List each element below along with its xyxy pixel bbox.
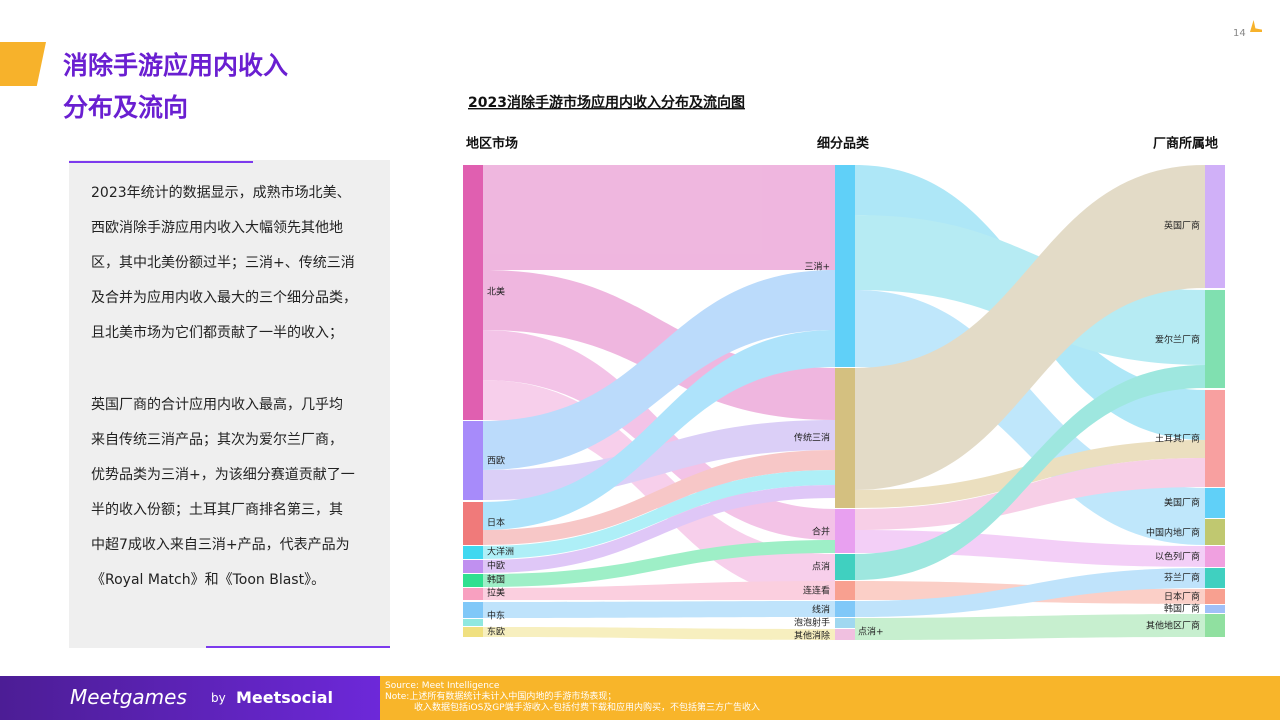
node-label: 传统三消 — [794, 432, 830, 444]
text-box — [69, 160, 390, 648]
node-label: 美国厂商 — [1164, 497, 1200, 509]
flows — [483, 165, 1205, 640]
node-label: 东欧 — [487, 626, 505, 638]
brand-by: by — [211, 691, 226, 705]
node-label: 土耳其厂商 — [1155, 433, 1200, 445]
node-label: 芬兰厂商 — [1164, 572, 1200, 584]
node-label: 韩国 — [487, 574, 505, 586]
node-label: 日本厂商 — [1164, 591, 1200, 603]
nodes — [463, 165, 1225, 640]
brand: Meetgames — [70, 685, 187, 709]
title-accent — [0, 42, 46, 86]
node-label: 点消 — [812, 561, 830, 573]
node-label: 其他地区厂商 — [1146, 620, 1200, 632]
node-label: 三消+ — [804, 261, 830, 273]
node-label: 以色列厂商 — [1155, 551, 1200, 563]
paragraph-line: 及合并为应用内收入最大的三个细分品类， — [91, 290, 357, 306]
source-line: Source: Meet Intelligence — [385, 681, 500, 691]
node-label: 北美 — [487, 286, 505, 298]
paragraph-line: 区，其中北美份额过半；三消+、传统三消 — [91, 255, 355, 271]
sankey: 2023消除手游市场应用内收入分布及流向图 地区市场 细分品类 厂商所属地 — [463, 94, 1225, 642]
paragraph-line: 2023年统计的数据显示，成熟市场北美、 — [91, 185, 351, 201]
node-label: 其他消除 — [794, 630, 830, 642]
node-labels: 北美西欧日本大洋洲中欧韩国拉美中东东欧三消+传统三消合并点消连连看线消泡泡射手其… — [487, 220, 1200, 642]
node-label: 线消 — [812, 604, 830, 616]
title-line: 消除手游应用内收入 — [63, 51, 289, 80]
paragraph-line: 西欧消除手游应用内收入大幅领先其他地 — [91, 220, 343, 236]
company: Meetsocial — [236, 688, 334, 707]
node-label: 大洋洲 — [487, 546, 514, 558]
node-label: 连连看 — [803, 585, 830, 597]
node-label: 合并 — [812, 526, 830, 538]
box-line — [69, 161, 253, 163]
column-header: 细分品类 — [817, 136, 870, 152]
node-label: 拉美 — [487, 587, 505, 599]
node-label: 西欧 — [487, 455, 505, 467]
node-label: 爱尔兰厂商 — [1155, 334, 1200, 346]
paragraph-line: 《Royal Match》和《Toon Blast》。 — [91, 572, 326, 588]
node-label: 泡泡射手 — [794, 617, 830, 629]
source-line: Note:上述所有数据统计未计入中国内地的手游市场表现； — [385, 692, 617, 702]
source: Source: Meet Intelligence Note:上述所有数据统计未… — [385, 681, 760, 714]
node-label: 点消+ — [858, 626, 884, 638]
node-label: 中欧 — [487, 560, 505, 572]
node-label: 韩国厂商 — [1164, 603, 1200, 615]
column-header: 厂商所属地 — [1153, 136, 1218, 152]
footer-left — [0, 676, 380, 720]
paragraph-line: 半的收入份额；土耳其厂商排名第三，其 — [91, 502, 343, 518]
title-line: 分布及流向 — [63, 93, 189, 122]
page-number: 14 — [1233, 28, 1246, 39]
footer-right — [380, 676, 1280, 720]
source-line: 收入数据包括iOS及GP端手游收入-包括付费下载和应用内购买，不包括第三方广告收… — [414, 703, 760, 713]
paragraph-line: 来自传统三消产品；其次为爱尔兰厂商， — [91, 432, 343, 448]
paragraph-line: 优势品类为三消+，为该细分赛道贡献了一 — [91, 467, 355, 483]
node-label: 日本 — [487, 517, 505, 529]
node-label: 中东 — [487, 610, 505, 622]
paragraph-line: 中超7成收入来自三消+产品，代表产品为 — [91, 537, 350, 553]
node-label: 中国内地厂商 — [1146, 527, 1200, 539]
box-line — [206, 646, 390, 648]
paragraph-line: 英国厂商的合计应用内收入最高，几乎均 — [91, 397, 343, 413]
paragraph-line: 且北美市场为它们都贡献了一半的收入； — [91, 325, 343, 341]
node-label: 英国厂商 — [1164, 220, 1200, 232]
column-header: 地区市场 — [466, 136, 518, 152]
diagram-title: 2023消除手游市场应用内收入分布及流向图 — [468, 94, 745, 111]
